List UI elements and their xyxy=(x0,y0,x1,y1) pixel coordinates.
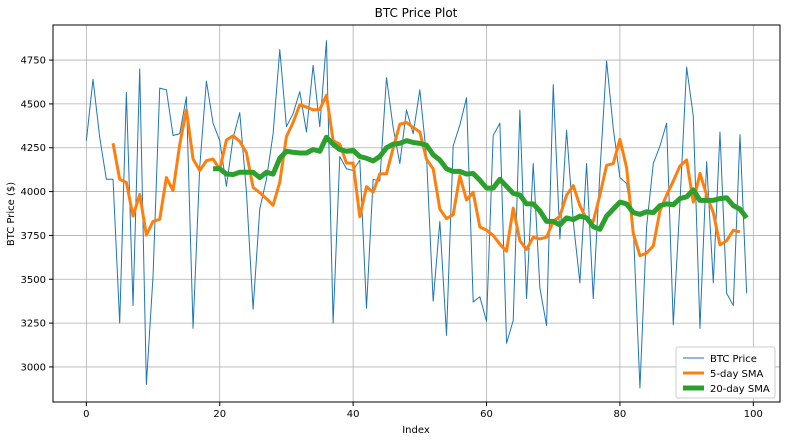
x-tick-label: 0 xyxy=(83,409,89,420)
plot-lines xyxy=(85,40,749,389)
legend: BTC Price 5-day SMA 20-day SMA xyxy=(675,346,776,399)
legend-label-20-day-sma: 20-day SMA xyxy=(710,384,770,395)
x-tick-label: 80 xyxy=(614,409,627,420)
y-tick-label: 3250 xyxy=(21,319,46,330)
x-tick-label: 100 xyxy=(744,409,763,420)
grid xyxy=(53,25,780,402)
x-tick-label: 60 xyxy=(480,409,493,420)
series-line-5-day-sma xyxy=(111,93,741,258)
x-axis: 0 20 40 60 80 100 xyxy=(83,402,763,420)
legend-box xyxy=(675,346,776,399)
y-tick-label: 4250 xyxy=(21,143,46,154)
y-tick-label: 4000 xyxy=(21,187,46,198)
x-axis-label: Index xyxy=(402,425,430,436)
y-tick-label: 3750 xyxy=(21,231,46,242)
y-axis: 3000 3250 3500 3750 4000 4250 4500 4750 xyxy=(21,56,53,373)
y-tick-label: 4500 xyxy=(21,99,46,110)
plot-frame xyxy=(52,24,781,403)
y-axis-label: BTC Price ($) xyxy=(6,182,17,246)
legend-label-btc-price: BTC Price xyxy=(710,354,757,365)
x-tick-label: 40 xyxy=(347,409,360,420)
y-tick-label: 3000 xyxy=(21,362,46,373)
y-tick-label: 4750 xyxy=(21,56,46,67)
series-line-btc-price xyxy=(85,40,748,389)
legend-label-5-day-sma: 5-day SMA xyxy=(710,369,764,380)
x-tick-label: 20 xyxy=(213,409,226,420)
y-tick-label: 3500 xyxy=(21,275,46,286)
chart-title: BTC Price Plot xyxy=(375,6,458,20)
series-line-20-day-sma xyxy=(213,134,749,232)
